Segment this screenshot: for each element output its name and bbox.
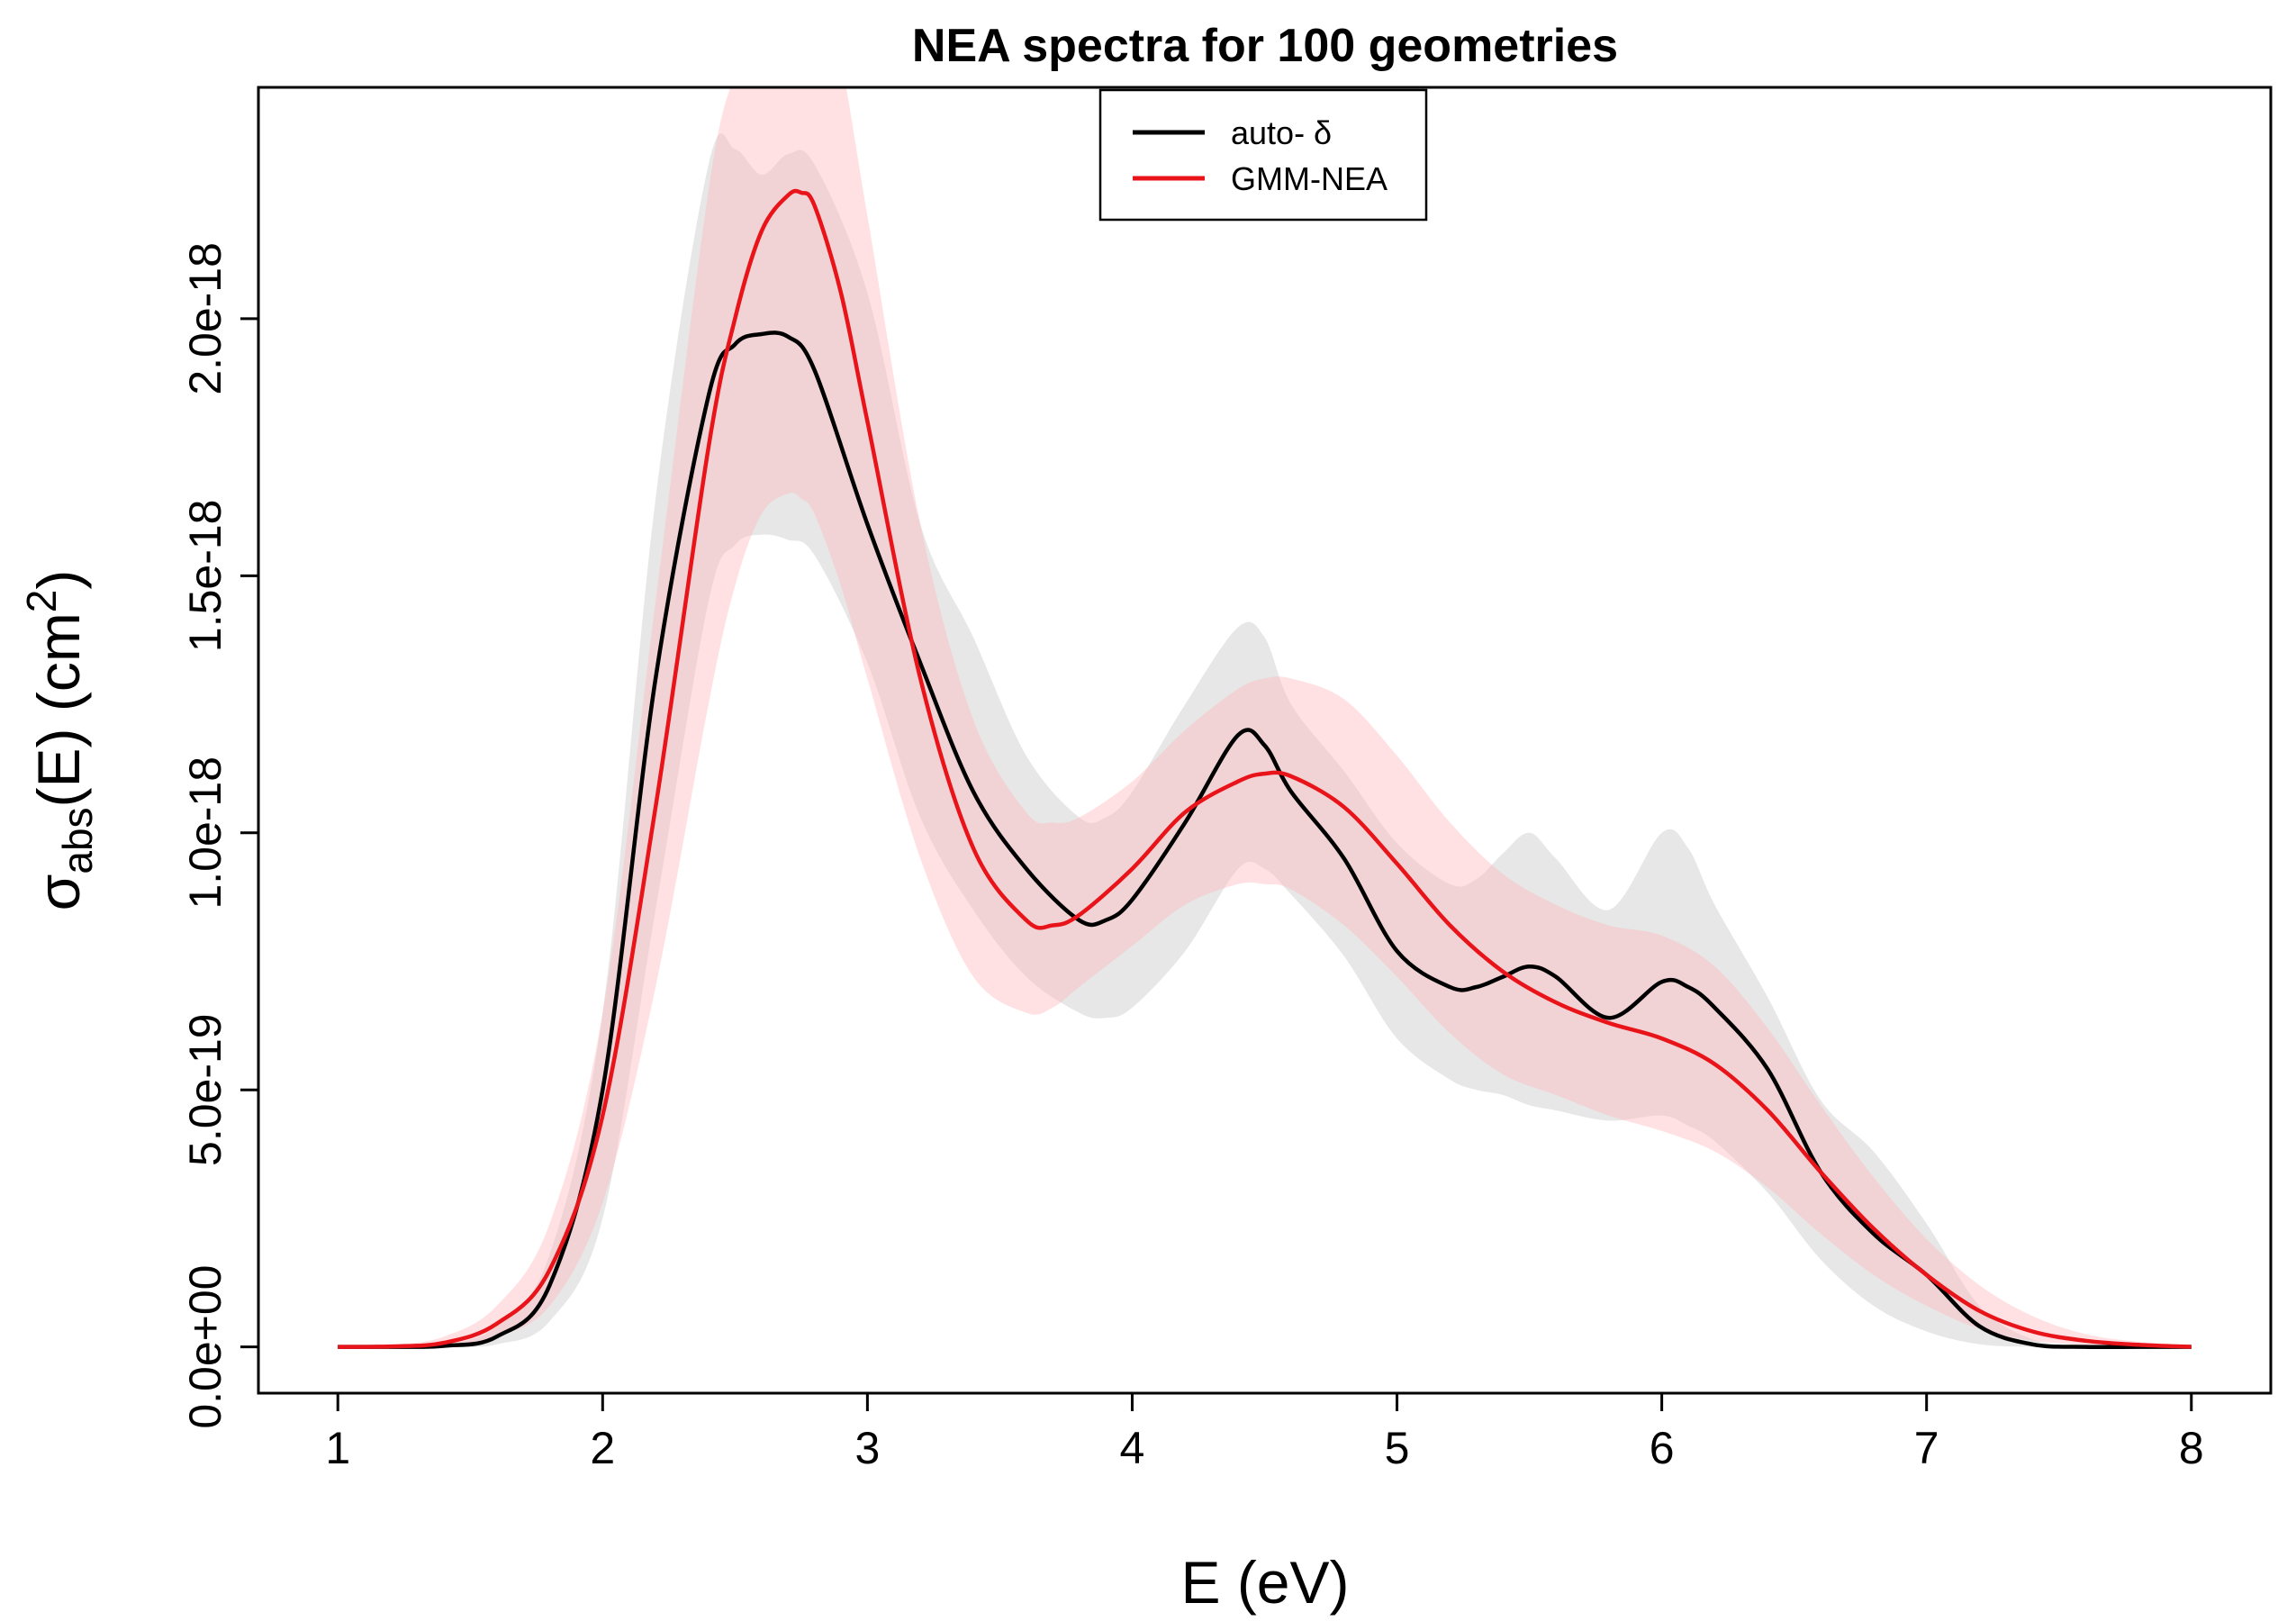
y-axis-label: σabs(E) (cm2): [18, 570, 101, 911]
y-axis-label-subscript: abs: [54, 807, 101, 874]
x-tick-label: 5: [1385, 1423, 1410, 1473]
series-lines: [338, 188, 2192, 1350]
y-axis-label-superscript: 2: [18, 590, 65, 613]
y-tick-label: 1.0e-18: [180, 756, 231, 910]
x-tick-label: 2: [590, 1423, 615, 1473]
line-gmm-nea: [338, 188, 2192, 1349]
line-auto: [338, 331, 2192, 1350]
y-tick-label: 1.5e-18: [180, 500, 231, 653]
x-tick-label: 3: [854, 1423, 880, 1473]
x-tick-label: 1: [325, 1423, 350, 1473]
y-tick-label: 5.0e-19: [180, 1013, 231, 1166]
x-axis-label: E (eV): [1180, 1549, 1349, 1616]
x-tick-label: 7: [1914, 1423, 1939, 1473]
x-tick-label: 6: [1650, 1423, 1675, 1473]
legend-box: [1098, 88, 1428, 222]
y-axis-label-text: (E) (cm: [25, 612, 92, 807]
y-axis-label-sigma: σ: [25, 874, 92, 911]
chart-title: NEA spectra for 100 geometries: [912, 20, 1618, 72]
band-gmm-nea: [338, 87, 2192, 1347]
legend-label-gmm-nea: GMM-NEA: [1231, 160, 1388, 197]
legend-label-auto-delta: auto- δ: [1231, 114, 1332, 151]
y-axis: 0.0e+00 5.0e-19 1.0e-18 1.5e-18 2.0e-18: [180, 242, 260, 1429]
y-tick-label: 2.0e-18: [180, 242, 231, 395]
uncertainty-bands: [338, 87, 2192, 1347]
x-axis: 1 2 3 4 5 6 7 8: [325, 1391, 2204, 1473]
x-tick-label: 8: [2179, 1423, 2204, 1473]
legend: auto- δ GMM-NEA: [1098, 88, 1428, 222]
y-tick-label: 0.0e+00: [180, 1265, 231, 1429]
y-axis-label-close: ): [25, 570, 92, 590]
x-tick-label: 4: [1120, 1423, 1145, 1473]
band-auto: [338, 133, 2192, 1347]
